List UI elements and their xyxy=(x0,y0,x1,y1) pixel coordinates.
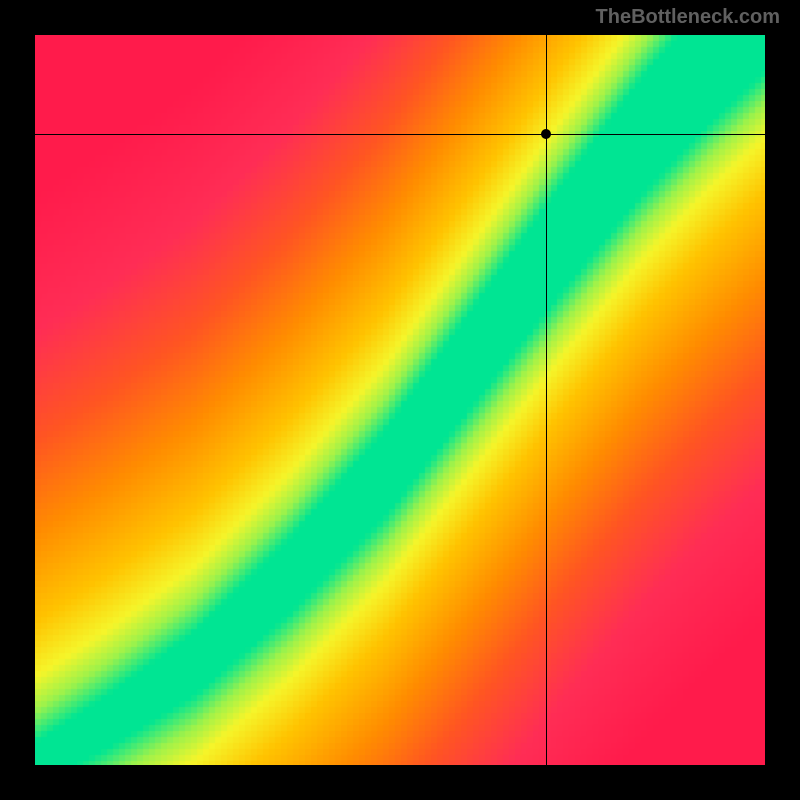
bottleneck-heatmap xyxy=(35,35,765,765)
chart-container: TheBottleneck.com xyxy=(0,0,800,800)
crosshair-point xyxy=(541,129,551,139)
attribution-label: TheBottleneck.com xyxy=(596,6,780,29)
plot-area xyxy=(35,35,765,765)
crosshair-horizontal xyxy=(35,134,765,135)
crosshair-vertical xyxy=(546,35,547,765)
